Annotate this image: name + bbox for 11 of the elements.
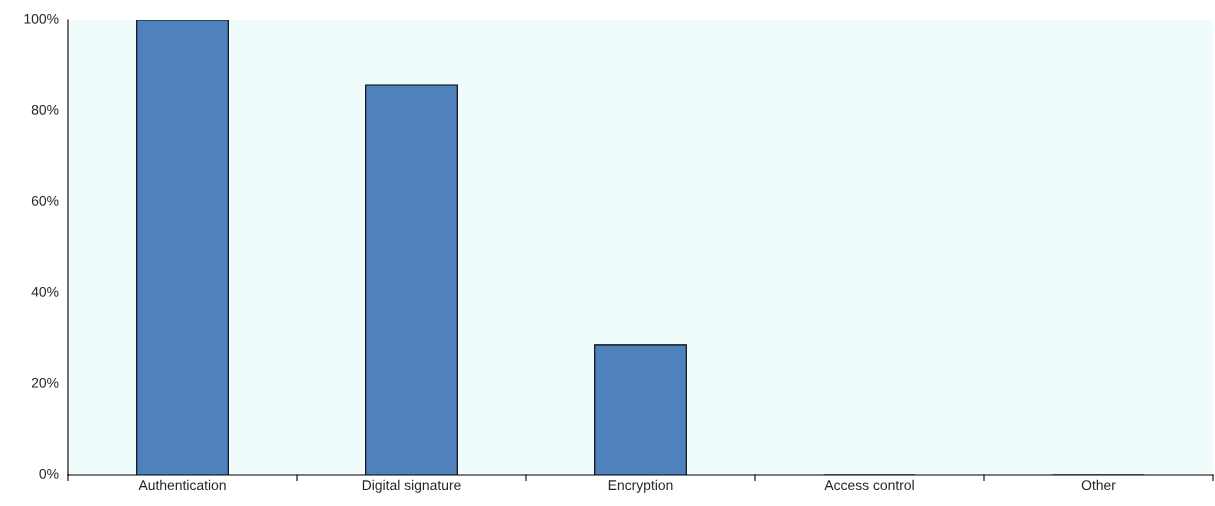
- x-tick-label: Encryption: [608, 479, 673, 493]
- y-tick-label: 100%: [24, 13, 59, 24]
- x-tick-label: Digital signature: [362, 479, 461, 493]
- x-tick-label: Authentication: [138, 479, 226, 491]
- x-tick-label: Access control: [824, 479, 914, 491]
- y-tick-label: 60%: [31, 195, 59, 206]
- x-tick-label: Other: [1081, 479, 1116, 491]
- y-tick-label: 0%: [39, 468, 59, 479]
- y-tick-label: 40%: [31, 286, 59, 297]
- y-tick-label: 20%: [31, 377, 59, 388]
- y-tick-label: 80%: [31, 104, 59, 115]
